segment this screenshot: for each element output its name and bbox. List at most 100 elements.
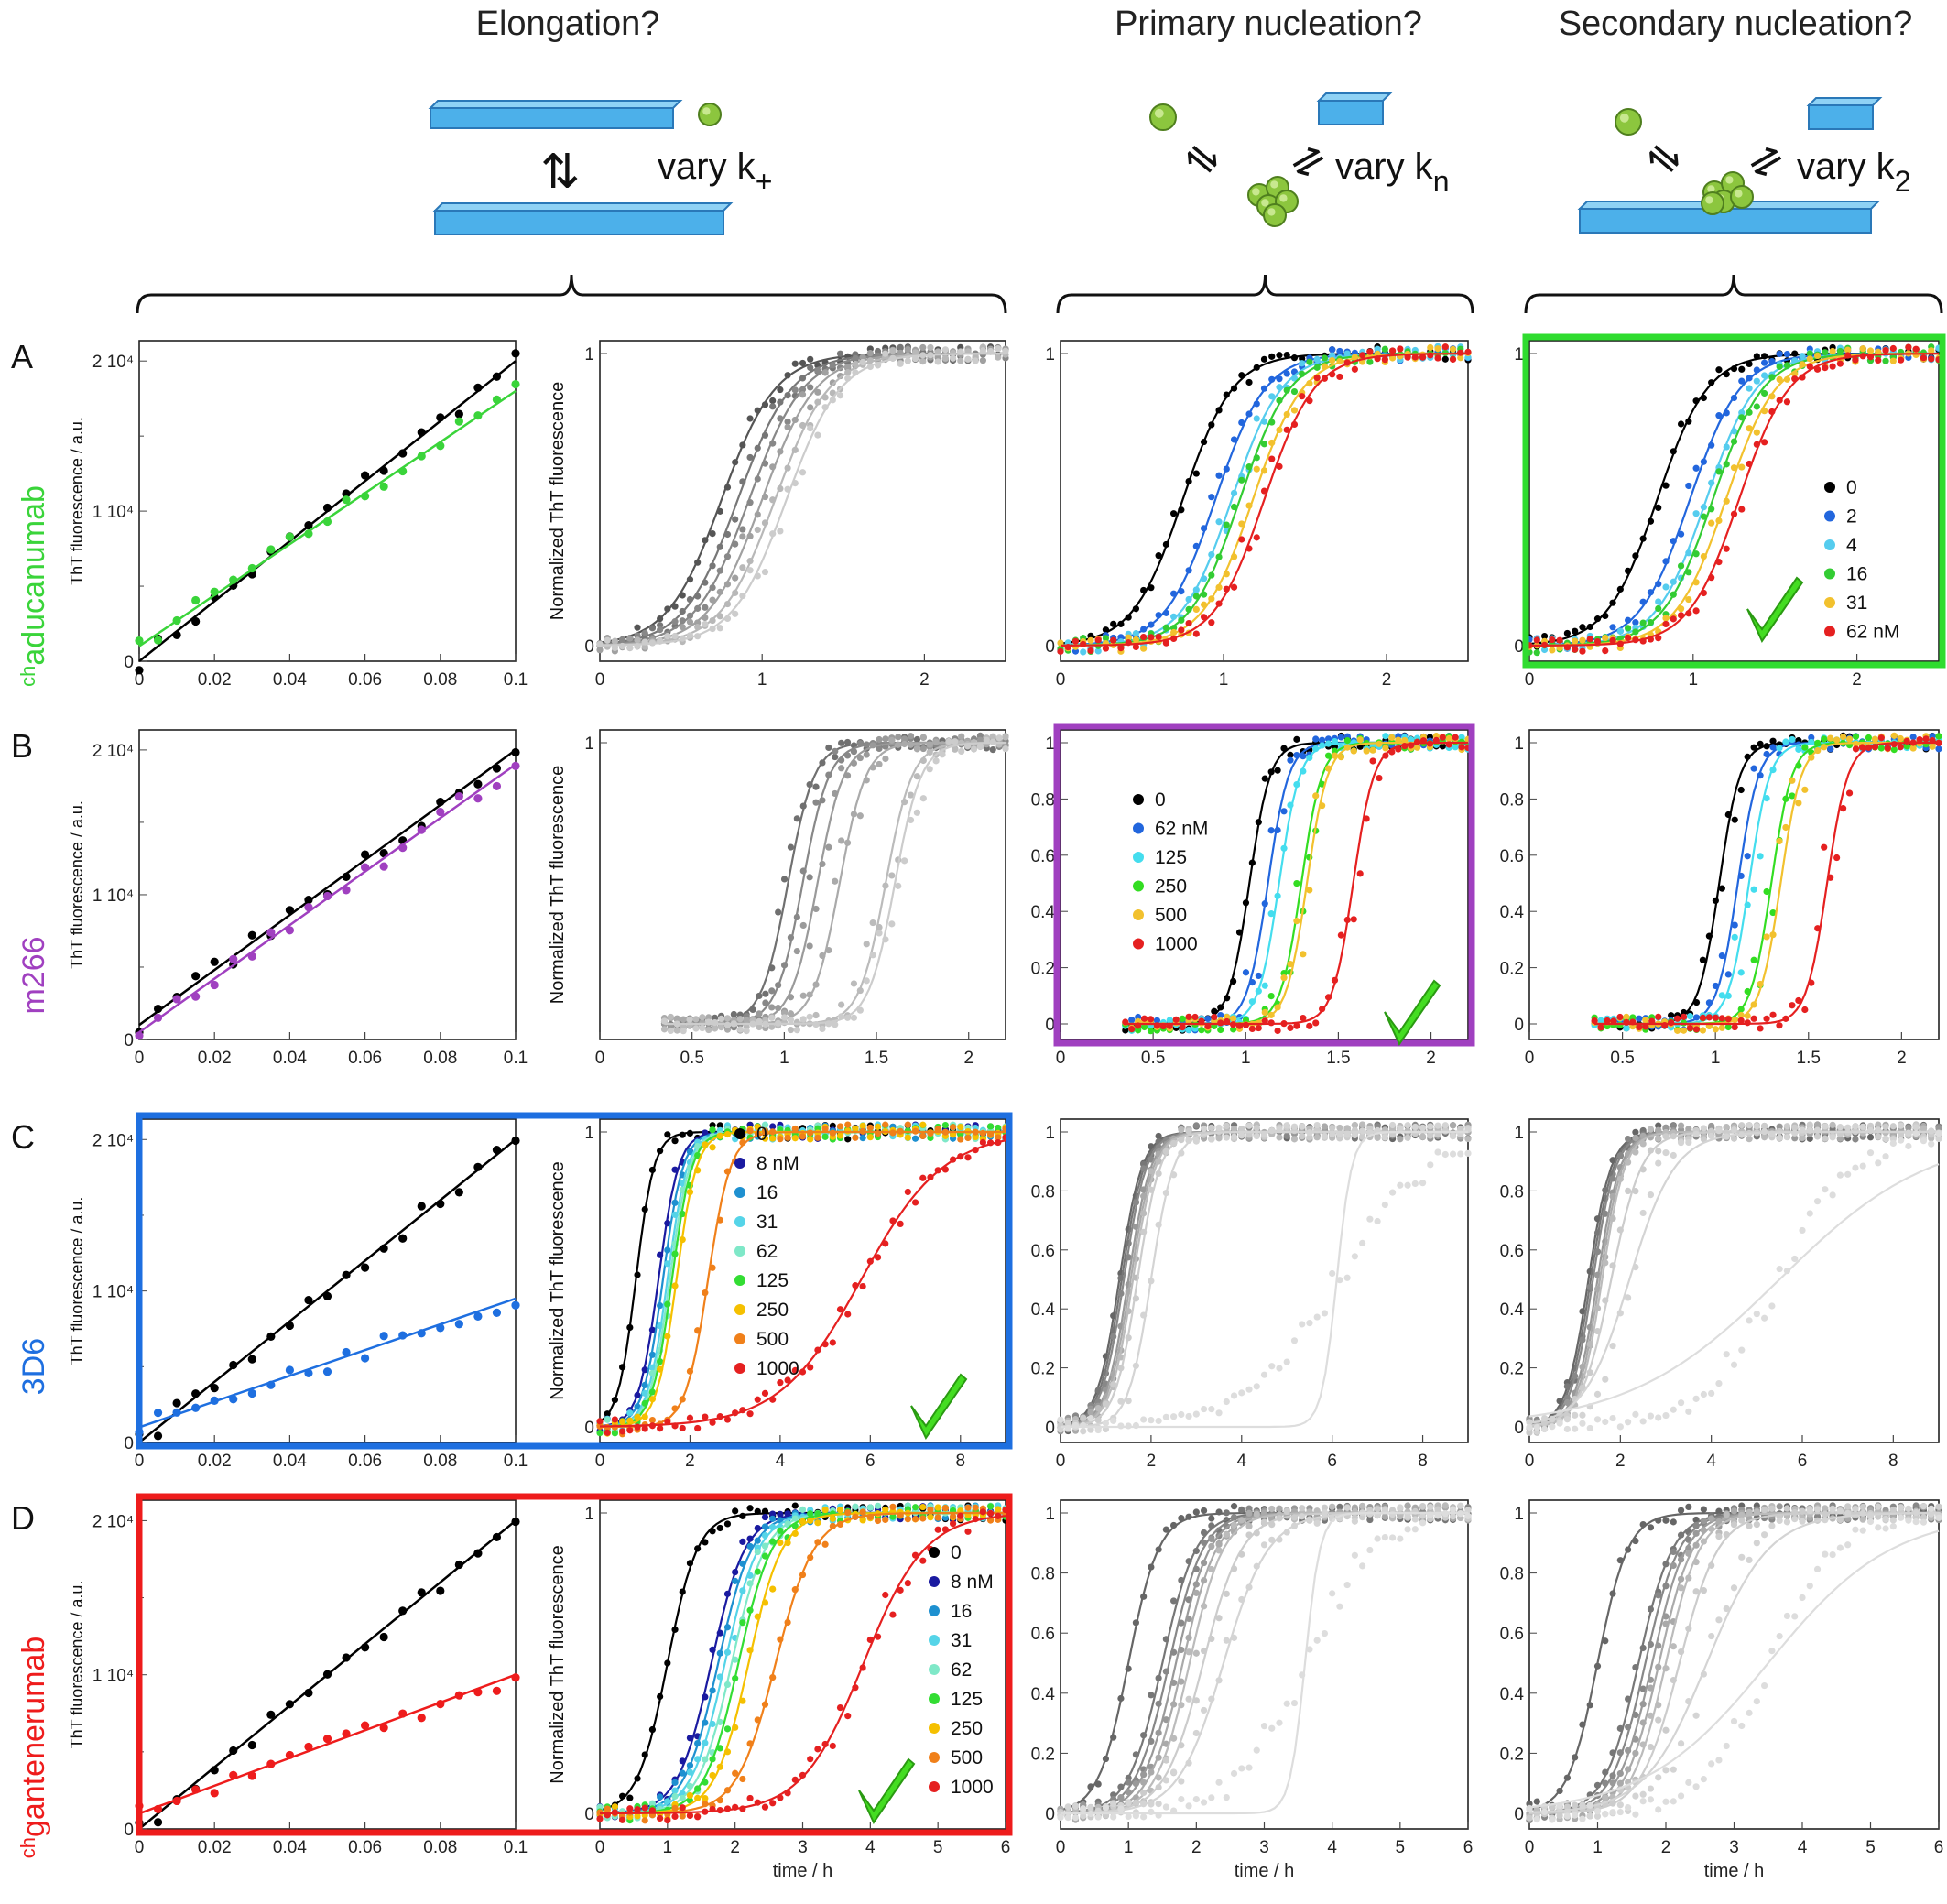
data-point: [604, 1805, 611, 1812]
data-point: [1366, 348, 1374, 355]
data-point: [836, 1123, 844, 1130]
data-point: [1179, 1024, 1186, 1031]
data-point: [1276, 462, 1283, 470]
data-point: [1179, 1015, 1186, 1023]
x-tick-label: 0: [595, 1838, 605, 1857]
highlight-frame: [136, 1112, 1013, 1450]
data-point: [746, 1505, 754, 1512]
data-point: [1238, 1389, 1245, 1397]
data-point: [1356, 736, 1364, 744]
data-point: [709, 1122, 716, 1129]
data-point: [1935, 733, 1942, 740]
data-point: [1087, 1426, 1094, 1433]
x-tick-label: 2: [1191, 1838, 1202, 1857]
data-point: [1674, 1015, 1681, 1022]
data-point: [1404, 1134, 1411, 1141]
data-point: [1591, 1017, 1598, 1025]
x-tick-label: 1.5: [865, 1049, 888, 1068]
x-tick-label: 2: [1852, 670, 1862, 690]
data-point: [876, 745, 883, 753]
data-point: [1427, 343, 1434, 352]
data-point: [777, 1379, 784, 1387]
data-point: [1153, 1017, 1161, 1024]
data-point: [1102, 1420, 1110, 1427]
y-tick-label: 0.2: [1031, 960, 1055, 979]
data-point: [1110, 1381, 1117, 1388]
data-point: [1632, 1134, 1639, 1142]
data-point: [1208, 1124, 1215, 1132]
legend-marker: [1824, 568, 1835, 580]
y-tick-label: 0.2: [1500, 960, 1524, 979]
data-point: [814, 1519, 821, 1527]
data-point: [492, 764, 502, 773]
data-point: [761, 1121, 769, 1129]
data-point: [1363, 747, 1370, 755]
nucleus-primary-1-shine: [1270, 180, 1278, 189]
data-point: [686, 1414, 694, 1421]
data-point: [1439, 734, 1446, 741]
data-point: [863, 751, 870, 758]
data-point: [619, 1418, 626, 1425]
data-point: [492, 1308, 502, 1317]
data-point: [1087, 647, 1094, 655]
row-letter-C: C: [11, 1118, 35, 1156]
data-point: [679, 624, 686, 631]
data-point: [1884, 745, 1891, 752]
data-point: [1223, 1398, 1230, 1406]
data-point: [901, 857, 908, 865]
data-point: [1686, 1024, 1694, 1032]
data-point: [1376, 774, 1383, 782]
data-point: [1140, 645, 1148, 652]
x-tick-label: 2: [1897, 1049, 1907, 1068]
data-point: [1388, 347, 1397, 354]
data-point: [746, 415, 754, 422]
data-point: [777, 386, 784, 394]
data-point: [836, 350, 844, 357]
data-point: [172, 1398, 181, 1408]
data-point: [172, 1408, 181, 1417]
legend-marker: [1824, 597, 1835, 608]
data-point: [1783, 351, 1791, 358]
data-point: [686, 1768, 694, 1776]
x-tick-label: 0.1: [504, 670, 528, 690]
data-point: [1750, 765, 1757, 772]
data-point: [1670, 1151, 1677, 1159]
data-point: [1366, 358, 1374, 365]
x-tick-label: 2: [1615, 1452, 1626, 1471]
data-point: [379, 466, 388, 475]
data-point: [850, 1014, 858, 1021]
panel-frame: [1528, 340, 1940, 662]
y-tick-label: 0.4: [1500, 1300, 1525, 1320]
data-point: [949, 1513, 957, 1520]
data-point: [1852, 1164, 1859, 1171]
data-point: [989, 746, 996, 754]
header-primary-nucleation: Primary nucleation?: [1115, 5, 1422, 43]
data-point: [322, 1735, 332, 1744]
brace-secondary: [1524, 274, 1943, 314]
data-point: [1293, 880, 1300, 887]
data-point: [454, 792, 463, 801]
data-point: [266, 545, 276, 554]
data-point: [995, 734, 1003, 742]
y-tick-label: 0: [1514, 637, 1524, 657]
data-point: [769, 1538, 777, 1545]
data-point: [673, 1027, 680, 1034]
data-point: [1905, 343, 1912, 351]
data-point: [1700, 1125, 1707, 1132]
data-point: [1866, 1122, 1875, 1129]
data-point: [1087, 1415, 1094, 1422]
panel-C3: 0 2 4 6 800.20.40.60.81: [1031, 1118, 1472, 1471]
data-point: [1458, 744, 1465, 751]
data-point: [882, 735, 889, 743]
data-point: [732, 574, 739, 582]
data-point: [761, 1135, 769, 1142]
data-point: [634, 1806, 641, 1813]
data-point: [322, 503, 332, 513]
data-point: [1002, 745, 1009, 753]
data-point: [934, 1126, 941, 1133]
data-point: [1434, 1148, 1441, 1156]
data-point: [1757, 740, 1764, 748]
data-point: [1293, 735, 1300, 743]
data-point: [648, 1800, 657, 1807]
data-point: [732, 516, 739, 523]
